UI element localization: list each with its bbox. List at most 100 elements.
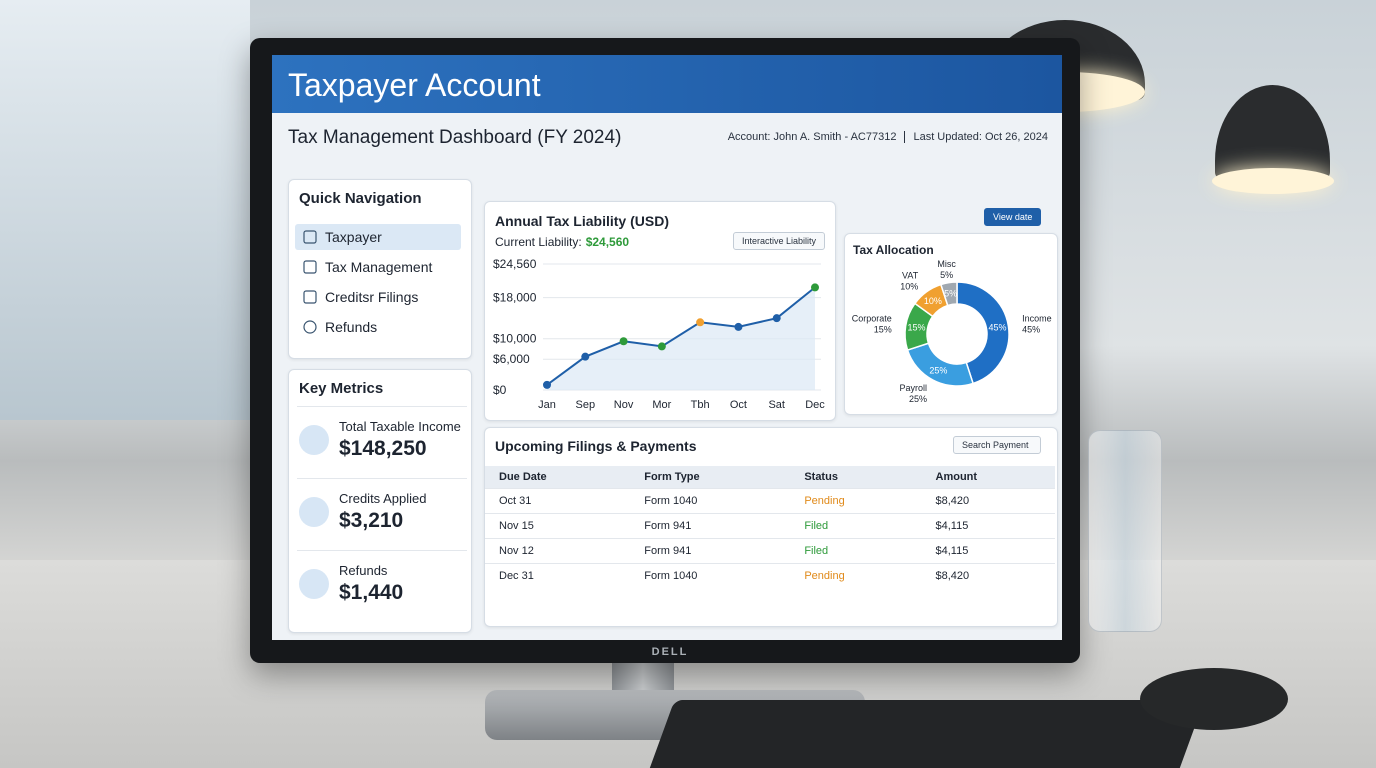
x-tick-label: Dec bbox=[805, 399, 825, 411]
marker bbox=[543, 380, 551, 389]
legend-name: VAT bbox=[902, 271, 919, 281]
column-header: Amount bbox=[921, 466, 1055, 489]
table-cell: Form 941 bbox=[630, 513, 791, 539]
table-cell: $8,420 bbox=[921, 488, 1055, 514]
nav-title: Quick Navigation bbox=[299, 190, 422, 207]
metric-label: Total Taxable Income bbox=[339, 419, 461, 434]
metric-value: $148,250 bbox=[339, 437, 427, 460]
x-tick-label: Tbh bbox=[691, 399, 710, 411]
current-value: $24,560 bbox=[586, 235, 630, 249]
header-bar: Taxpayer Account bbox=[272, 55, 1062, 113]
legend-value: 15% bbox=[874, 325, 892, 335]
liability-chart: Annual Tax Liability (USD) Current Liabil… bbox=[493, 213, 825, 411]
table-cell: Nov 15 bbox=[485, 513, 631, 539]
keyboard bbox=[645, 700, 1205, 768]
table-row[interactable]: Nov 15 Form 941 Filed $4,115 bbox=[485, 513, 1055, 539]
x-tick-label: Mor bbox=[652, 399, 671, 411]
account-info: Account: John A. Smith - AC77312 Last Upd… bbox=[728, 131, 1048, 143]
table-row[interactable]: Nov 12 Form 941 Filed $4,115 bbox=[485, 538, 1055, 564]
donut-slice bbox=[939, 281, 958, 307]
search-payment[interactable]: Search Payment bbox=[953, 436, 1041, 454]
header-title: Taxpayer Account bbox=[288, 67, 541, 103]
nav-icon bbox=[303, 260, 317, 274]
marker bbox=[811, 283, 819, 292]
metric-label: Credits Applied bbox=[339, 491, 427, 506]
legend-value: 10% bbox=[900, 282, 918, 292]
monitor-brand: DELL bbox=[651, 646, 689, 658]
metric-label: Refunds bbox=[339, 563, 388, 578]
current-liability: Current Liability: $24,560 bbox=[495, 235, 629, 249]
liability-dropdown[interactable]: Interactive Liability bbox=[733, 232, 826, 250]
nav-item[interactable]: Taxpayer bbox=[295, 224, 461, 250]
legend-name: Misc bbox=[937, 259, 956, 269]
nav-card: Quick Navigation Taxpayer Tax Management C… bbox=[288, 179, 472, 359]
metric: Refunds $1,440 bbox=[297, 550, 467, 621]
marker bbox=[581, 352, 590, 361]
x-tick-label: Nov bbox=[614, 399, 634, 411]
table-cell: Pending bbox=[790, 563, 922, 588]
current-label: Current Liability: bbox=[495, 235, 582, 249]
lamp-light bbox=[1212, 168, 1334, 194]
marker bbox=[619, 337, 628, 346]
mouse bbox=[1140, 668, 1288, 730]
filings-table: Due Date Form Type Status Amount Oct 31 Form … bbox=[485, 466, 1055, 588]
column-header: Due Date bbox=[485, 466, 631, 489]
icon-shape bbox=[303, 230, 317, 244]
y-tick-label: $18,000 bbox=[493, 291, 537, 305]
nav-icon bbox=[303, 230, 317, 244]
icon-shape bbox=[303, 260, 317, 274]
line bbox=[546, 286, 816, 386]
marker bbox=[772, 314, 781, 323]
marker bbox=[734, 322, 743, 331]
y-tick-label: $24,560 bbox=[493, 257, 537, 271]
last-updated: Last Updated: Oct 26, 2024 bbox=[904, 131, 1048, 143]
water-bottle bbox=[1088, 430, 1162, 632]
icon-shape bbox=[303, 320, 317, 334]
window bbox=[0, 0, 250, 420]
screen: Taxpayer Account Tax Management Dashboar… bbox=[272, 55, 1062, 640]
y-tick-label: $10,000 bbox=[493, 332, 537, 346]
nav-item[interactable]: Refunds bbox=[295, 314, 461, 340]
legend-value: 5% bbox=[940, 270, 953, 280]
liability-card: Annual Tax Liability (USD) Current Liabil… bbox=[484, 201, 836, 421]
table-cell: Dec 31 bbox=[485, 563, 631, 588]
slice-label: 15% bbox=[907, 323, 925, 333]
table-cell: Oct 31 bbox=[485, 488, 631, 514]
allocation-chart: Tax Allocation45%Income45%25%Payroll25%1… bbox=[852, 243, 1052, 404]
marker bbox=[696, 318, 705, 327]
x-tick-label: Sat bbox=[768, 399, 785, 411]
icon-shape bbox=[303, 290, 317, 304]
table-cell: Pending bbox=[790, 488, 922, 514]
legend-name: Income bbox=[1022, 314, 1052, 324]
metric-icon bbox=[299, 497, 329, 527]
header-row: Due Date Form Type Status Amount bbox=[485, 466, 1055, 489]
slice-label: 25% bbox=[929, 366, 947, 376]
dashboard-title: Tax Management Dashboard (FY 2024) bbox=[288, 127, 622, 148]
allocation-card: Tax Allocation 45% Income 45% 25% Payroll 25% 1… bbox=[844, 233, 1058, 415]
y-tick-label: $0 bbox=[493, 383, 507, 397]
metric: Total Taxable Income $148,250 bbox=[297, 406, 467, 477]
table-cell: Form 941 bbox=[630, 538, 791, 564]
table-cell: $8,420 bbox=[921, 563, 1055, 588]
slice-label: 5% bbox=[944, 289, 957, 299]
nav-item[interactable]: Creditsr Filings bbox=[295, 284, 461, 310]
line-area bbox=[547, 287, 815, 390]
column-header: Status bbox=[790, 466, 922, 489]
x-tick-label: Sep bbox=[575, 399, 595, 411]
metric-value: $3,210 bbox=[339, 509, 404, 532]
chart-title: Tax Allocation bbox=[853, 243, 934, 257]
table-cell: $4,115 bbox=[921, 538, 1055, 564]
table-row[interactable]: Oct 31 Form 1040 Pending $8,420 bbox=[485, 488, 1055, 514]
metrics-card: Key Metrics Total Taxable Income $148,250… bbox=[288, 369, 472, 633]
marker bbox=[657, 342, 666, 351]
metric-icon bbox=[299, 569, 329, 599]
nav-item[interactable]: Tax Management bbox=[295, 254, 461, 280]
legend-value: 25% bbox=[909, 394, 927, 404]
legend-name: Payroll bbox=[900, 383, 928, 393]
view-date-button[interactable]: View date bbox=[984, 208, 1042, 226]
legend-name: Corporate bbox=[852, 314, 892, 324]
table-row[interactable]: Dec 31 Form 1040 Pending $8,420 bbox=[485, 563, 1055, 588]
table-cell: Filed bbox=[790, 513, 922, 539]
chart-title: Annual Tax Liability (USD) bbox=[495, 213, 669, 229]
table-cell: Filed bbox=[790, 538, 922, 564]
